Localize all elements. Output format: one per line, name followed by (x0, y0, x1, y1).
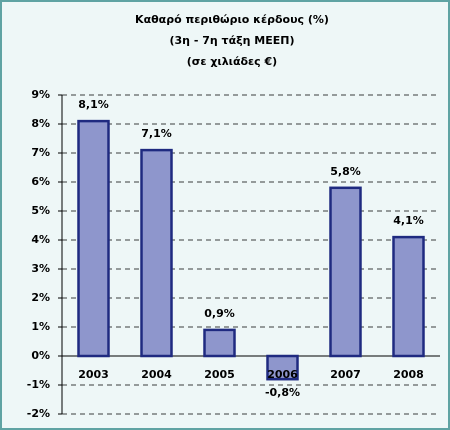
data-label: 8,1% (78, 98, 109, 111)
data-label: 5,8% (330, 165, 361, 178)
y-tick-label: 4% (31, 233, 50, 246)
bar (77, 119, 110, 358)
y-tick-label: 9% (31, 88, 50, 101)
x-tick-label: 2006 (267, 368, 298, 381)
x-tick-label: 2004 (141, 368, 172, 381)
y-tick-label: 1% (31, 320, 50, 333)
chart-subtitle: (3η - 7η τάξη ΜΕΕΠ) (170, 34, 295, 47)
x-tick-label: 2008 (393, 368, 424, 381)
chart-title: Καθαρό περιθώριο κέρδους (%) (135, 13, 329, 26)
data-label: 7,1% (141, 127, 172, 140)
data-label: 0,9% (204, 307, 235, 320)
bar (392, 235, 425, 358)
y-tick-label: 0% (31, 349, 50, 362)
y-tick-label: 7% (31, 146, 50, 159)
y-tick-label: 8% (31, 117, 50, 130)
bar (203, 328, 236, 358)
y-tick-label: 6% (31, 175, 50, 188)
x-tick-label: 2007 (330, 368, 361, 381)
bar (329, 186, 362, 358)
data-label: 4,1% (393, 214, 424, 227)
chart-subtitle: (σε χιλιάδες €) (187, 55, 277, 68)
x-tick-label: 2005 (204, 368, 235, 381)
x-tick-label: 2003 (78, 368, 109, 381)
bar (140, 148, 173, 358)
y-tick-label: 3% (31, 262, 50, 275)
y-tick-label: -1% (27, 378, 50, 391)
y-tick-label: -2% (27, 407, 50, 420)
y-tick-label: 2% (31, 291, 50, 304)
data-label: -0,8% (265, 386, 300, 399)
y-tick-label: 5% (31, 204, 50, 217)
bar (266, 354, 299, 381)
